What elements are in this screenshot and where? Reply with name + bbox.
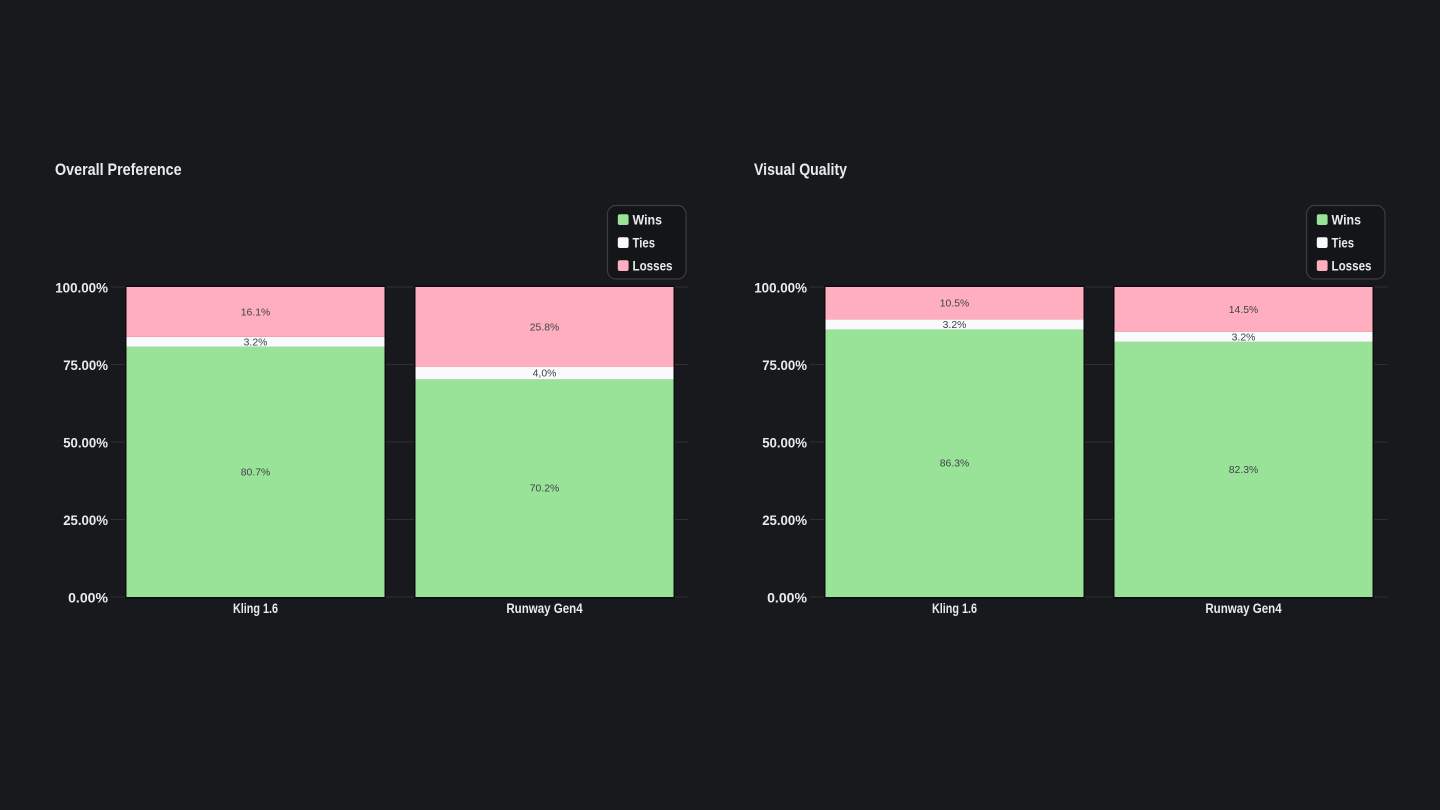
- svg-text:Kling 1.6: Kling 1.6: [233, 601, 278, 616]
- svg-text:3.2%: 3.2%: [244, 337, 268, 348]
- svg-text:Wins: Wins: [1332, 213, 1362, 228]
- svg-text:Kling 1.6: Kling 1.6: [932, 601, 977, 616]
- svg-text:0.00%: 0.00%: [767, 591, 807, 607]
- svg-text:3.2%: 3.2%: [943, 320, 967, 331]
- svg-text:16.1%: 16.1%: [241, 307, 270, 318]
- svg-text:Runway Gen4: Runway Gen4: [506, 601, 583, 616]
- svg-text:100.00%: 100.00%: [754, 281, 807, 297]
- svg-text:100.00%: 100.00%: [55, 281, 108, 297]
- svg-text:82.3%: 82.3%: [1229, 465, 1258, 476]
- svg-text:75.00%: 75.00%: [63, 358, 108, 374]
- svg-text:50.00%: 50.00%: [63, 436, 108, 452]
- svg-text:80.7%: 80.7%: [241, 467, 270, 478]
- svg-text:25.00%: 25.00%: [762, 513, 807, 529]
- svg-text:0.00%: 0.00%: [68, 591, 108, 607]
- svg-text:3.2%: 3.2%: [1232, 332, 1256, 343]
- svg-text:Runway Gen4: Runway Gen4: [1205, 601, 1282, 616]
- svg-text:Ties: Ties: [633, 236, 656, 251]
- svg-text:75.00%: 75.00%: [762, 358, 807, 374]
- svg-text:25.8%: 25.8%: [530, 322, 559, 333]
- svg-text:Overall Preference: Overall Preference: [55, 161, 182, 179]
- svg-text:Losses: Losses: [1332, 259, 1372, 274]
- svg-text:Losses: Losses: [633, 259, 673, 274]
- svg-text:10.5%: 10.5%: [940, 299, 969, 310]
- svg-text:70.2%: 70.2%: [530, 484, 559, 495]
- svg-text:Ties: Ties: [1332, 236, 1355, 251]
- svg-text:25.00%: 25.00%: [63, 513, 108, 529]
- svg-text:50.00%: 50.00%: [762, 436, 807, 452]
- svg-text:14.5%: 14.5%: [1229, 305, 1258, 316]
- svg-text:Wins: Wins: [633, 213, 663, 228]
- svg-text:4,0%: 4,0%: [533, 369, 557, 380]
- svg-text:86.3%: 86.3%: [940, 459, 969, 470]
- svg-text:Visual Quality: Visual Quality: [754, 161, 847, 179]
